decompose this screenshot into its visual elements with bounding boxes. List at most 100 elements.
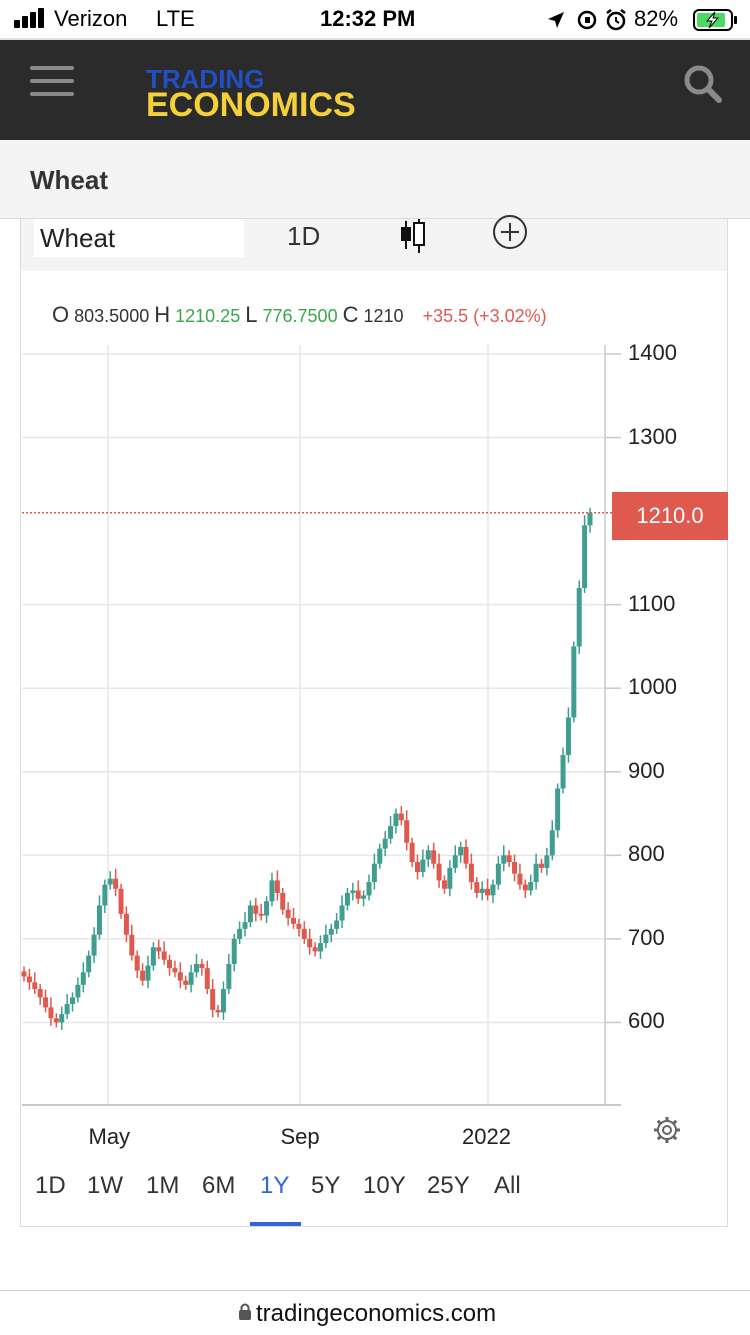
candle-body [188,972,194,985]
candle-body [53,1018,59,1023]
candle-body [80,972,86,985]
candle-body [436,863,442,881]
candle-body [274,880,280,893]
open-value: 803.5000 [74,306,150,326]
clock: 12:32 PM [320,6,416,31]
candle-body [409,842,415,863]
high-value: 1210.25 [175,306,241,326]
candle-body [312,947,318,952]
candle-body [382,838,388,849]
high-label: H [154,302,171,327]
candle-body [474,882,480,893]
x-tick-label: Sep [280,1124,320,1149]
candle-body [388,826,394,839]
candle-body [37,989,43,998]
candle-body [538,863,544,868]
candle-body [512,862,518,874]
range-button-1m[interactable]: 1M [146,1172,180,1199]
range-button-6m[interactable]: 6M [202,1172,236,1199]
candle-body [447,867,453,889]
range-button-all[interactable]: All [494,1172,521,1199]
range-selector: 1D 1W 1M 6M 1Y 5Y 10Y 25Y All [21,1168,727,1208]
symbol-input[interactable]: Wheat [40,223,116,253]
candle-body [415,862,421,873]
range-button-10y[interactable]: 10Y [363,1172,406,1199]
battery-percent: 82% [634,6,679,31]
candle-body [21,971,27,977]
candle-body [377,848,383,864]
chart-toolbar: Wheat 1D [21,215,727,271]
range-button-25y[interactable]: 25Y [427,1172,470,1199]
close-value: 1210 [363,306,404,326]
candle-body [350,890,356,893]
candle-body [582,525,588,588]
candle-body [285,909,291,918]
plus-circle-icon[interactable] [490,215,530,251]
range-button-5y[interactable]: 5Y [311,1172,341,1199]
y-tick-label: 1100 [628,590,676,616]
browser-url-bar[interactable]: tradingeconomics.com [0,1290,750,1335]
candle-body [495,863,501,885]
candle-body [129,934,135,956]
low-value: 776.7500 [262,306,338,326]
candle-body [86,955,92,973]
interval-button[interactable]: 1D [287,221,321,251]
y-tick-label: 1300 [628,423,677,449]
candle-body [339,905,345,921]
candle-body [425,850,431,860]
candle-body [96,905,102,935]
candle-body [140,970,146,981]
candle-body [355,890,361,899]
candle-body [398,813,404,821]
last-price-tag: 1210.0 [612,492,728,540]
candle-body [291,918,297,924]
candle-body [528,882,534,891]
x-tick-label: 2022 [462,1124,511,1149]
candle-body [204,968,210,990]
gear-icon[interactable] [652,1115,682,1145]
chart-card [20,219,728,1227]
change-percent: (+3.02%) [473,306,547,326]
candle-body [393,813,399,827]
candle-body [172,968,178,973]
candle-body [64,1004,70,1015]
location-icon [548,12,564,28]
candle-body [107,878,113,885]
y-tick-label: 1400 [628,340,677,365]
logo-economics: ECONOMICS [146,86,356,124]
symbol-search-box[interactable]: Wheat [34,219,244,257]
candle-body [113,878,119,889]
candle-body [366,882,372,896]
candlestick-icon[interactable] [397,219,429,255]
candle-body [32,982,38,990]
candle-body [533,863,539,883]
candle-body [560,755,566,789]
candle-body [91,934,97,956]
lock-icon [239,1303,251,1320]
candle-body [134,955,140,971]
y-tick-label: 900 [628,757,665,783]
battery-charging-icon [693,9,737,31]
candle-body [156,947,162,952]
search-icon[interactable] [683,64,723,104]
close-label: C [342,302,359,327]
range-button-1w[interactable]: 1W [87,1172,123,1199]
range-button-1y[interactable]: 1Y [260,1172,290,1199]
candle-body [253,905,259,914]
alarm-icon [606,9,626,31]
active-range-underline [250,1222,301,1226]
candle-body [161,951,167,960]
change-value: +35.5 [422,306,469,326]
candle-body [237,928,243,939]
candle-body [555,788,561,831]
candle-body [26,976,32,983]
candle-body [59,1014,65,1023]
candle-body [361,895,367,899]
candle-body [177,972,183,981]
candle-body [334,920,340,929]
candle-body [328,928,334,935]
range-button-1d[interactable]: 1D [35,1172,66,1199]
candle-body [258,913,264,916]
candle-body [344,892,350,906]
